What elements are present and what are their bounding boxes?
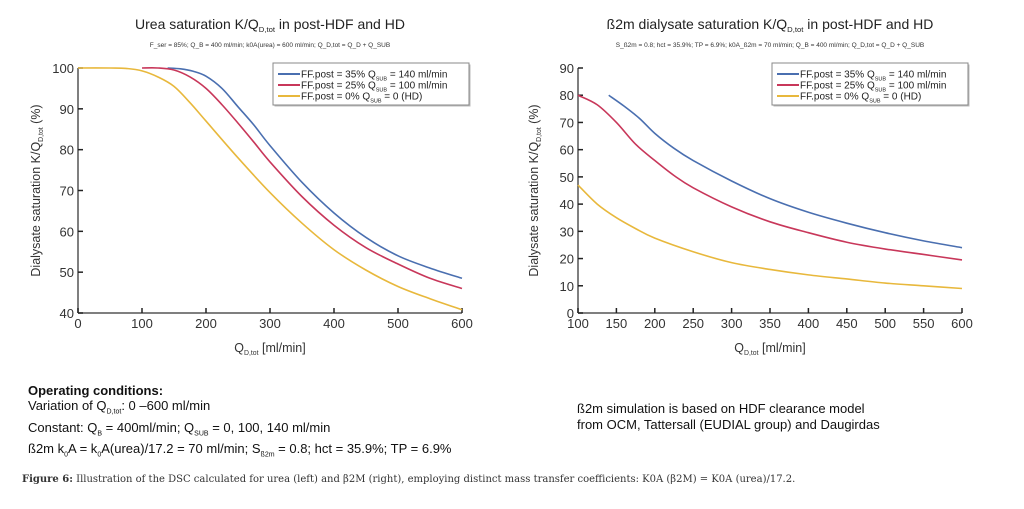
y-axis-label: Dialysate saturation K/QD,tot (%) [527, 104, 543, 276]
legend-entry: FF.post = 0% QSUB = 0 (HD) [301, 92, 422, 105]
y-tick-label: 10 [560, 279, 574, 294]
subscript: SUB [194, 430, 209, 438]
chart-subtitle: F_ser = 85%; Q_B = 400 ml/min; k0A(urea)… [150, 42, 390, 49]
series-line-2 [77, 67, 463, 311]
figure-caption: Figure 6: Illustration of the DSC calcul… [22, 474, 795, 485]
y-tick-label: 50 [60, 265, 74, 280]
x-tick-label: 200 [644, 316, 666, 331]
x-tick-label: 350 [759, 316, 781, 331]
chart-subtitle: S_ß2m = 0.8; hct = 35.9%; TP = 6.9%; k0A… [616, 42, 924, 49]
x-axis-label: QD,tot [ml/min] [234, 341, 305, 357]
legend-entry: FF.post = 25% QSUB = 100 ml/min [800, 81, 946, 94]
text: = 0.8; hct = 35.9%; TP = 6.9% [274, 441, 452, 457]
chart-title: ß2m dialysate saturation K/QD,tot in pos… [607, 16, 934, 34]
text: A(urea)/17.2 = 70 ml/min; S [101, 441, 261, 457]
y-tick-label: 50 [560, 170, 574, 185]
series-line-0 [167, 67, 463, 280]
series-line-1 [141, 67, 463, 290]
subscript: B [97, 430, 103, 438]
x-tick-label: 300 [259, 316, 281, 331]
y-tick-label: 60 [560, 143, 574, 158]
x-tick-label: 300 [721, 316, 743, 331]
legend-box [272, 62, 470, 106]
x-tick-label: 500 [387, 316, 409, 331]
y-tick-label: 20 [560, 252, 574, 267]
x-tick-label: 100 [131, 316, 153, 331]
y-tick-label: 90 [560, 61, 574, 76]
x-tick-label: 0 [74, 316, 81, 331]
legend-entry: FF.post = 35% QSUB = 140 ml/min [301, 70, 447, 83]
x-axis-label: QD,tot [ml/min] [734, 341, 805, 357]
x-tick-label: 500 [874, 316, 896, 331]
series-line-1 [577, 94, 963, 261]
legend-box [771, 62, 969, 106]
x-tick-label: 150 [606, 316, 628, 331]
y-tick-label: 0 [567, 306, 574, 321]
chart-title: Urea saturation K/QD,tot in post-HDF and… [135, 16, 405, 34]
series-line-0 [608, 94, 963, 249]
y-tick-label: 30 [560, 224, 574, 239]
operating-conditions-line-3: ß2m k0A = k0A(urea)/17.2 = 70 ml/min; Sß… [28, 441, 452, 463]
text: ß2m k [28, 441, 65, 457]
x-tick-label: 200 [195, 316, 217, 331]
text: = 400ml/min; Q [102, 419, 195, 435]
subscript: D,tot [106, 408, 122, 416]
y-tick-label: 70 [560, 115, 574, 130]
operating-conditions-heading: Operating conditions: [28, 383, 164, 398]
x-tick-label: 250 [682, 316, 704, 331]
text: : 0 –600 ml/min [121, 398, 211, 413]
x-tick-label: 100 [567, 316, 589, 331]
text: Constant: Q [28, 419, 98, 435]
text: = 0, 100, 140 ml/min [208, 419, 331, 435]
simulation-note: ß2m simulation is based on HDF clearance… [577, 401, 880, 433]
y-tick-label: 80 [560, 88, 574, 103]
text: Variation of Q [28, 398, 107, 413]
legend-entry: FF.post = 0% QSUB = 0 (HD) [800, 92, 921, 105]
y-tick-label: 100 [52, 61, 74, 76]
y-tick-label: 40 [60, 306, 74, 321]
subscript: 0 [97, 451, 102, 459]
caption-label: Figure 6: [22, 474, 73, 485]
legend-entry: FF.post = 35% QSUB = 140 ml/min [800, 70, 946, 83]
y-tick-label: 60 [60, 224, 74, 239]
y-axis-label: Dialysate saturation K/QD,tot (%) [29, 104, 45, 276]
y-tick-label: 70 [60, 184, 74, 199]
caption-text: Illustration of the DSC calculated for u… [72, 474, 796, 485]
x-tick-label: 450 [836, 316, 858, 331]
operating-conditions-line-1: Variation of QD,tot: 0 –600 ml/min [28, 398, 452, 420]
y-tick-label: 80 [60, 143, 74, 158]
simulation-note-line-1: ß2m simulation is based on HDF clearance… [577, 401, 865, 416]
subscript: ß2m [260, 451, 275, 459]
x-tick-label: 400 [798, 316, 820, 331]
x-tick-label: 400 [323, 316, 345, 331]
x-tick-label: 600 [451, 316, 473, 331]
series-line-2 [577, 184, 963, 290]
operating-conditions-line-2: Constant: QB = 400ml/min; QSUB = 0, 100,… [28, 420, 452, 442]
y-tick-label: 90 [60, 102, 74, 117]
text: A = k [68, 441, 98, 457]
simulation-note-line-2: from OCM, Tattersall (EUDIAL group) and … [577, 417, 880, 432]
operating-conditions: Operating conditions: Variation of QD,to… [28, 383, 452, 463]
subscript: 0 [64, 451, 69, 459]
y-tick-label: 40 [560, 197, 574, 212]
x-tick-label: 600 [951, 316, 973, 331]
x-tick-label: 550 [913, 316, 935, 331]
legend-entry: FF.post = 25% QSUB = 100 ml/min [301, 81, 447, 94]
chart-urea: Urea saturation K/QD,tot in post-HDF and… [29, 16, 473, 357]
chart-b2m: ß2m dialysate saturation K/QD,tot in pos… [527, 16, 973, 357]
